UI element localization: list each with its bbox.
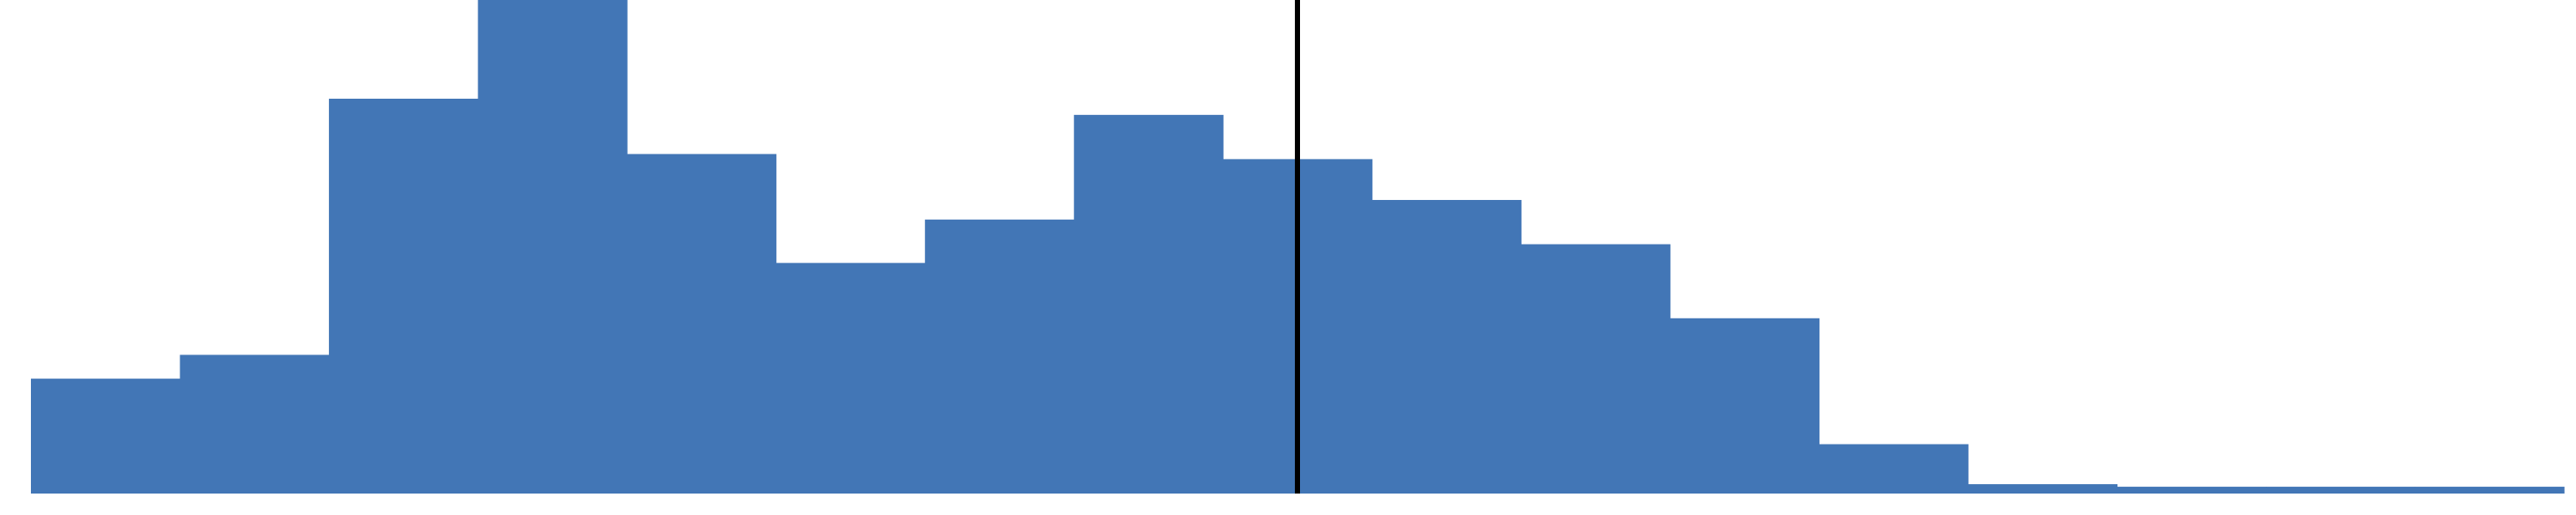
histogram-bar bbox=[627, 154, 777, 494]
histogram-bars bbox=[31, 0, 2565, 494]
histogram-bar bbox=[31, 379, 181, 494]
histogram-bar bbox=[925, 219, 1075, 494]
histogram-bar bbox=[1073, 114, 1224, 494]
histogram-bar bbox=[2265, 487, 2416, 494]
histogram-bar bbox=[477, 0, 628, 494]
histogram-bar bbox=[179, 354, 330, 494]
histogram-bar bbox=[2117, 487, 2267, 494]
histogram-bar bbox=[1521, 244, 1671, 494]
histogram-bar bbox=[1669, 318, 1820, 494]
histogram-bar bbox=[1371, 199, 1522, 494]
histogram-bar bbox=[1819, 444, 1969, 494]
histogram-bar bbox=[329, 99, 479, 494]
histogram-bar bbox=[2415, 487, 2565, 494]
histogram-bar bbox=[1967, 484, 2118, 494]
histogram-bar bbox=[775, 263, 926, 494]
